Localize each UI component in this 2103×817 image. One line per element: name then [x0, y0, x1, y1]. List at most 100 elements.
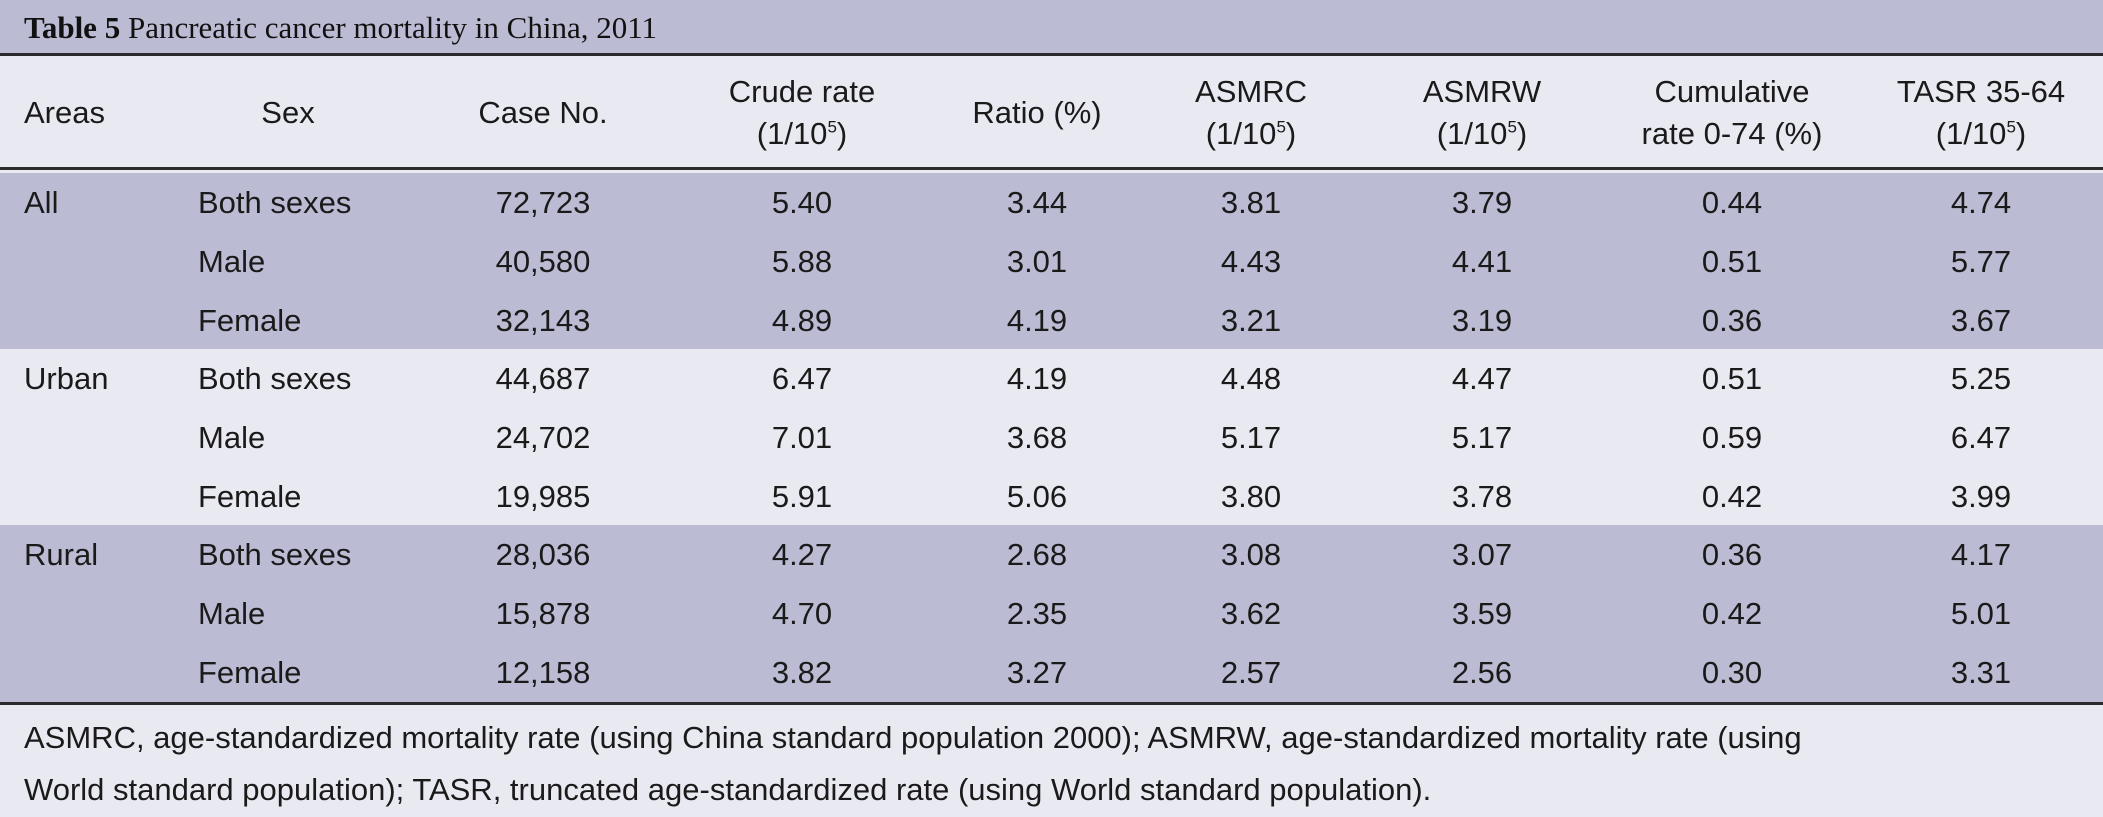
header-sex: Sex	[188, 58, 388, 167]
cell-crude-rate: 4.89	[771, 303, 833, 338]
cell-tasr: 5.01	[1950, 596, 2012, 631]
cell-cumulative-rate: 0.59	[1701, 420, 1763, 455]
footnote-line-1: ASMRC, age-standardized mortality rate (…	[24, 720, 1802, 755]
header-crude-rate: Crude rate (1/105)	[687, 58, 917, 167]
cell-ratio: 2.68	[1006, 537, 1068, 572]
header-crude-rate-sup: 5	[827, 117, 837, 137]
cell-case-no: 32,143	[495, 303, 591, 338]
header-ratio: Ratio (%)	[922, 58, 1152, 167]
table-row: Female 12,158 3.82 3.27 2.57 2.56 0.30 3.31	[0, 643, 2103, 702]
cell-ratio: 3.44	[1006, 185, 1068, 220]
header-asmrc-line1: ASMRC	[1195, 73, 1307, 109]
cell-tasr: 3.99	[1950, 479, 2012, 514]
cell-asmrc: 5.17	[1220, 420, 1282, 455]
area-band-all	[0, 173, 2103, 349]
cell-asmrw: 3.78	[1451, 479, 1513, 514]
header-cumulative-line1: Cumulative	[1654, 73, 1810, 109]
cell-case-no: 28,036	[495, 537, 591, 572]
header-sex-label: Sex	[261, 94, 315, 130]
table-header: Areas Sex Case No. Crude rate (1/105) Ra…	[0, 58, 2103, 170]
cell-crude-rate: 5.40	[771, 185, 833, 220]
header-case-no: Case No.	[443, 58, 643, 167]
header-cumulative-line2: rate 0-74 (%)	[1641, 115, 1823, 151]
cell-crude-rate: 5.91	[771, 479, 833, 514]
cell-sex: Both sexes	[198, 537, 352, 572]
cell-sex: Both sexes	[198, 185, 352, 220]
header-asmrw-unit: (1/10	[1436, 115, 1508, 151]
table-row: Male 40,580 5.88 3.01 4.43 4.41 0.51 5.77	[0, 232, 2103, 291]
cell-case-no: 15,878	[495, 596, 591, 631]
table-row: All Both sexes 72,723 5.40 3.44 3.81 3.79 0.44 4…	[0, 173, 2103, 232]
header-tasr-line2: (1/105)	[1936, 113, 2026, 155]
cell-asmrw: 2.56	[1451, 655, 1513, 690]
header-tasr-close: )	[2015, 115, 2027, 151]
header-case-no-label: Case No.	[478, 94, 608, 130]
cell-area	[24, 408, 174, 467]
cell-ratio: 5.06	[1006, 479, 1068, 514]
cell-case-no: 19,985	[495, 479, 591, 514]
cell-area: Rural	[24, 537, 99, 572]
cell-crude-rate: 5.88	[771, 244, 833, 279]
cell-case-no: 40,580	[495, 244, 591, 279]
cell-area: Urban	[24, 361, 109, 396]
header-asmrc-line2: (1/105)	[1206, 113, 1296, 155]
table-row: Female 32,143 4.89 4.19 3.21 3.19 0.36 3.67	[0, 291, 2103, 350]
cell-tasr: 5.25	[1950, 361, 2012, 396]
cell-area	[24, 232, 174, 291]
header-asmrc: ASMRC (1/105)	[1141, 58, 1361, 167]
cell-crude-rate: 7.01	[771, 420, 833, 455]
cell-case-no: 12,158	[495, 655, 591, 690]
cell-asmrc: 4.43	[1220, 244, 1282, 279]
cell-asmrc: 3.08	[1220, 537, 1282, 572]
cell-asmrc: 2.57	[1220, 655, 1282, 690]
cell-ratio: 2.35	[1006, 596, 1068, 631]
cell-asmrc: 3.80	[1220, 479, 1282, 514]
cell-ratio: 3.01	[1006, 244, 1068, 279]
header-asmrw-line1: ASMRW	[1422, 73, 1542, 109]
cell-crude-rate: 6.47	[771, 361, 833, 396]
cell-asmrw: 5.17	[1451, 420, 1513, 455]
header-crude-rate-close: )	[836, 115, 848, 151]
cell-ratio: 3.27	[1006, 655, 1068, 690]
cell-asmrc: 3.21	[1220, 303, 1282, 338]
cell-tasr: 4.17	[1950, 537, 2012, 572]
cell-asmrc: 4.48	[1220, 361, 1282, 396]
cell-ratio: 4.19	[1006, 361, 1068, 396]
cell-case-no: 24,702	[495, 420, 591, 455]
table-row: Male 24,702 7.01 3.68 5.17 5.17 0.59 6.47	[0, 408, 2103, 467]
cell-sex: Female	[198, 655, 302, 690]
cell-cumulative-rate: 0.36	[1701, 537, 1763, 572]
table-title-bar: Table 5 Pancreatic cancer mortality in C…	[0, 0, 2103, 56]
cell-area	[24, 291, 174, 350]
cell-cumulative-rate: 0.36	[1701, 303, 1763, 338]
cell-crude-rate: 4.27	[771, 537, 833, 572]
header-crude-rate-line2: (1/105)	[757, 113, 847, 155]
table-title: Table 5 Pancreatic cancer mortality in C…	[24, 10, 657, 46]
header-cumulative-rate: Cumulative rate 0-74 (%)	[1607, 58, 1857, 167]
header-tasr-unit: (1/10	[1935, 115, 2007, 151]
header-asmrc-unit: (1/10	[1205, 115, 1277, 151]
header-asmrw: ASMRW (1/105)	[1372, 58, 1592, 167]
cell-sex: Male	[198, 244, 266, 279]
footnote-line-2: World standard population); TASR, trunca…	[24, 772, 1432, 807]
cell-tasr: 3.31	[1950, 655, 2012, 690]
cell-tasr: 3.67	[1950, 303, 2012, 338]
cell-cumulative-rate: 0.30	[1701, 655, 1763, 690]
cell-area	[24, 467, 174, 526]
cell-cumulative-rate: 0.44	[1701, 185, 1763, 220]
cell-asmrc: 3.62	[1220, 596, 1282, 631]
cell-case-no: 72,723	[495, 185, 591, 220]
table-bottom-rule	[0, 702, 2103, 705]
table-row: Female 19,985 5.91 5.06 3.80 3.78 0.42 3.99	[0, 467, 2103, 526]
header-areas: Areas	[24, 58, 105, 167]
cell-ratio: 3.68	[1006, 420, 1068, 455]
cell-asmrw: 3.59	[1451, 596, 1513, 631]
header-asmrw-line2: (1/105)	[1437, 113, 1527, 155]
cell-sex: Male	[198, 420, 266, 455]
cell-area: All	[24, 185, 59, 220]
cell-asmrw: 3.19	[1451, 303, 1513, 338]
cell-crude-rate: 4.70	[771, 596, 833, 631]
cell-asmrw: 3.79	[1451, 185, 1513, 220]
cell-sex: Both sexes	[198, 361, 352, 396]
